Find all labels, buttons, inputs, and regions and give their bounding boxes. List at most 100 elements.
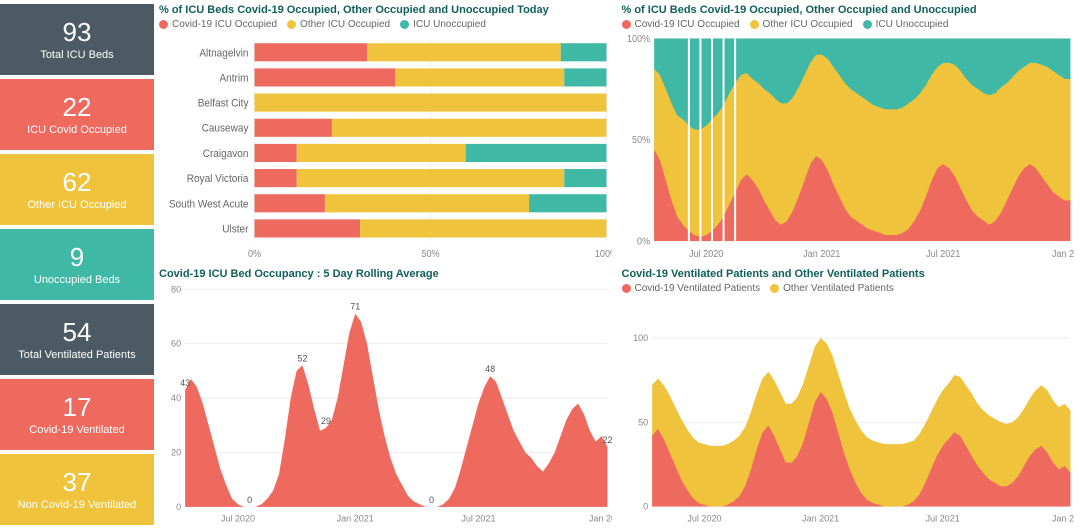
kpi-card: 22 ICU Covid Occupied — [0, 79, 154, 150]
svg-text:50%: 50% — [632, 135, 650, 147]
svg-text:60: 60 — [171, 338, 181, 348]
svg-text:29: 29 — [321, 415, 331, 425]
svg-text:40: 40 — [171, 393, 181, 403]
kpi-label: Unoccupied Beds — [34, 274, 120, 286]
legend-swatch — [770, 284, 779, 293]
kpi-label: Other ICU Occupied — [27, 199, 126, 211]
legend-swatch — [863, 20, 872, 29]
kpi-label: Total Ventilated Patients — [18, 349, 135, 361]
svg-text:Jan 2022: Jan 2022 — [589, 513, 612, 523]
svg-text:100%: 100% — [627, 34, 651, 45]
panel-title: Covid-19 Ventilated Patients and Other V… — [622, 268, 1075, 280]
svg-text:Causeway: Causeway — [202, 122, 249, 135]
svg-text:0: 0 — [176, 501, 181, 511]
legend-label: ICU Unoccupied — [876, 19, 949, 30]
legend-item[interactable]: Covid-19 Ventilated Patients — [622, 283, 761, 294]
svg-text:100%: 100% — [595, 248, 612, 260]
legend-label: Covid-19 ICU Occupied — [635, 19, 740, 30]
legend-item[interactable]: Other ICU Occupied — [750, 19, 853, 30]
kpi-card: 62Other ICU Occupied — [0, 154, 154, 225]
svg-text:Jan 2021: Jan 2021 — [337, 513, 374, 523]
svg-text:Jan 2021: Jan 2021 — [803, 248, 840, 260]
svg-text:Craigavon: Craigavon — [203, 147, 249, 160]
svg-text:20: 20 — [171, 447, 181, 457]
kpi-card: 17 Covid-19 Ventilated — [0, 379, 154, 450]
panel-stacked-time: % of ICU Beds Covid-19 Occupied, Other O… — [622, 4, 1075, 262]
kpi-value: 9 — [70, 243, 84, 272]
svg-text:0: 0 — [247, 494, 252, 504]
svg-text:43: 43 — [180, 377, 190, 387]
svg-text:Jul 2021: Jul 2021 — [461, 513, 495, 523]
svg-text:Altnagelvin: Altnagelvin — [199, 47, 248, 60]
legend-label: ICU Unoccupied — [413, 19, 486, 30]
kpi-card: 9 Unoccupied Beds — [0, 229, 154, 300]
legend-item[interactable]: Other ICU Occupied — [287, 19, 390, 30]
legend-swatch — [287, 20, 296, 29]
svg-text:Belfast City: Belfast City — [198, 97, 249, 110]
panel-title: Covid-19 ICU Bed Occupancy : 5 Day Rolli… — [159, 268, 612, 280]
legend-stacked-time: Covid-19 ICU Occupied Other ICU Occupied I… — [622, 19, 1075, 30]
chart-rolling[interactable]: 0 20 40 60 80 43 52 29 71 0 0 48 22 Jul 2020 Jan 2021 J… — [159, 283, 612, 526]
panel-ventilated: Covid-19 Ventilated Patients and Other V… — [622, 268, 1075, 526]
svg-text:Jan 2022: Jan 2022 — [1051, 248, 1074, 260]
legend-swatch — [400, 20, 409, 29]
svg-text:Jan 2022: Jan 2022 — [1051, 513, 1074, 523]
kpi-value: 17 — [63, 393, 92, 422]
legend-swatch — [622, 20, 631, 29]
svg-text:22: 22 — [602, 434, 611, 444]
panel-rolling: Covid-19 ICU Bed Occupancy : 5 Day Rolli… — [159, 268, 612, 526]
kpi-card: 54 Total Ventilated Patients — [0, 304, 154, 375]
legend-label: Other Ventilated Patients — [783, 283, 894, 294]
svg-text:50%: 50% — [421, 248, 439, 260]
kpi-sidebar: 93 Total ICU Beds 22 ICU Covid Occupied 62Ot… — [0, 0, 157, 529]
svg-text:0: 0 — [643, 501, 648, 511]
panel-title: % of ICU Beds Covid-19 Occupied, Other O… — [159, 4, 612, 16]
kpi-label: Total ICU Beds — [40, 49, 113, 61]
svg-text:52: 52 — [297, 353, 307, 363]
legend-item[interactable]: ICU Unoccupied — [863, 19, 949, 30]
svg-text:Jul 2021: Jul 2021 — [925, 513, 959, 523]
svg-text:71: 71 — [350, 301, 360, 311]
svg-text:Jul 2020: Jul 2020 — [689, 248, 723, 260]
legend-label: Covid-19 Ventilated Patients — [635, 283, 761, 294]
kpi-label: Covid-19 Ventilated — [29, 424, 124, 436]
legend-label: Covid-19 ICU Occupied — [172, 19, 277, 30]
kpi-value: 93 — [63, 18, 92, 47]
svg-text:Jul 2021: Jul 2021 — [926, 248, 960, 260]
svg-text:Antrim: Antrim — [219, 72, 248, 85]
legend-item[interactable]: Other Ventilated Patients — [770, 283, 894, 294]
legend-swatch — [622, 284, 631, 293]
panel-title: % of ICU Beds Covid-19 Occupied, Other O… — [622, 4, 1075, 16]
panel-hbar: % of ICU Beds Covid-19 Occupied, Other O… — [159, 4, 612, 262]
legend-swatch — [750, 20, 759, 29]
kpi-value: 37 — [63, 468, 92, 497]
kpi-card: 37 Non Covid-19 Ventilated — [0, 454, 154, 525]
chart-ventilated[interactable]: 0 50 100 Jul 2020 Jan 2021 Jul 2021 Jan 2022 — [622, 298, 1075, 526]
kpi-label: Non Covid-19 Ventilated — [18, 499, 137, 511]
legend-item[interactable]: Covid-19 ICU Occupied — [622, 19, 740, 30]
charts-grid: % of ICU Beds Covid-19 Occupied, Other O… — [157, 0, 1080, 529]
svg-text:Jan 2021: Jan 2021 — [802, 513, 839, 523]
svg-text:Jul 2020: Jul 2020 — [687, 513, 721, 523]
svg-text:Royal Victoria: Royal Victoria — [187, 173, 249, 186]
svg-text:Jul 2020: Jul 2020 — [221, 513, 255, 523]
svg-text:50: 50 — [638, 417, 648, 427]
chart-hbar[interactable]: 0% 50% 100% Altnagelvin Antrim Belfast City Ca… — [159, 34, 612, 262]
legend-label: Other ICU Occupied — [763, 19, 853, 30]
chart-stacked-time[interactable]: 0% 50% 100% Jul 2020 Jan 2021 Jul 2021 Jan 202… — [622, 34, 1075, 262]
svg-text:48: 48 — [485, 364, 495, 374]
legend-item[interactable]: Covid-19 ICU Occupied — [159, 19, 277, 30]
svg-text:0: 0 — [429, 494, 434, 504]
kpi-value: 54 — [63, 318, 92, 347]
kpi-card: 93 Total ICU Beds — [0, 4, 154, 75]
svg-text:Ulster: Ulster — [222, 223, 249, 236]
legend-item[interactable]: ICU Unoccupied — [400, 19, 486, 30]
svg-text:100: 100 — [633, 333, 648, 343]
svg-text:South West Acute: South West Acute — [169, 198, 249, 211]
legend-hbar: Covid-19 ICU Occupied Other ICU Occupied I… — [159, 19, 612, 30]
kpi-label: ICU Covid Occupied — [27, 124, 127, 136]
kpi-value: 22 — [63, 93, 92, 122]
svg-text:0%: 0% — [248, 248, 261, 260]
svg-text:80: 80 — [171, 284, 181, 294]
svg-text:0%: 0% — [637, 236, 650, 248]
